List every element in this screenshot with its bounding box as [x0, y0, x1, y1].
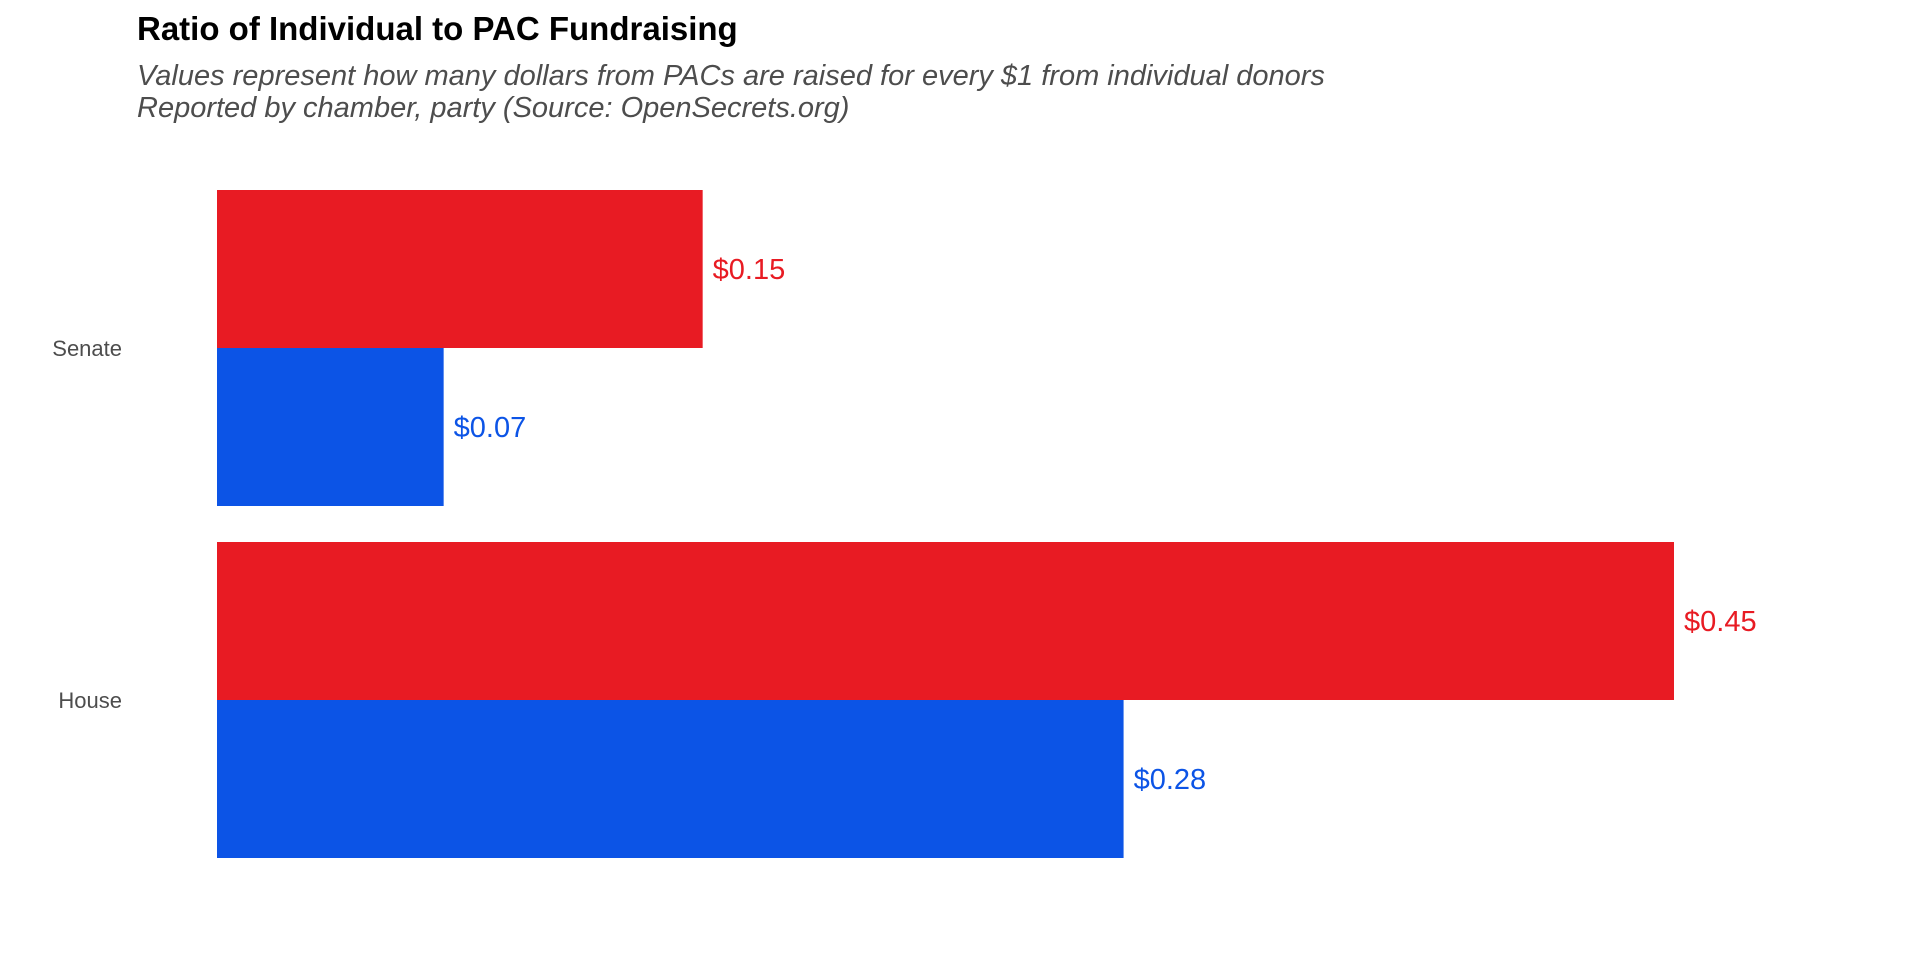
value-label-senate-series-2: $0.07 [454, 412, 527, 444]
bar-senate-series-1 [217, 190, 703, 348]
value-label-house-series-2: $0.28 [1134, 764, 1207, 796]
bar-house-series-1 [217, 542, 1674, 700]
bar-senate-series-2 [217, 348, 444, 506]
value-label-house-series-1: $0.45 [1684, 606, 1757, 638]
category-label-house: House [58, 688, 122, 713]
bar-house-series-2 [217, 700, 1124, 858]
plot-area: Senate $0.15 $0.07 House $0.45 $0.28 [52, 190, 1757, 858]
value-label-senate-series-1: $0.15 [713, 254, 786, 286]
chart-subtitle-line-2: Reported by chamber, party (Source: Open… [137, 92, 849, 124]
chart-subtitle-line-1: Values represent how many dollars from P… [137, 60, 1325, 92]
category-label-senate: Senate [52, 336, 122, 361]
chart-title: Ratio of Individual to PAC Fundraising [137, 10, 738, 47]
